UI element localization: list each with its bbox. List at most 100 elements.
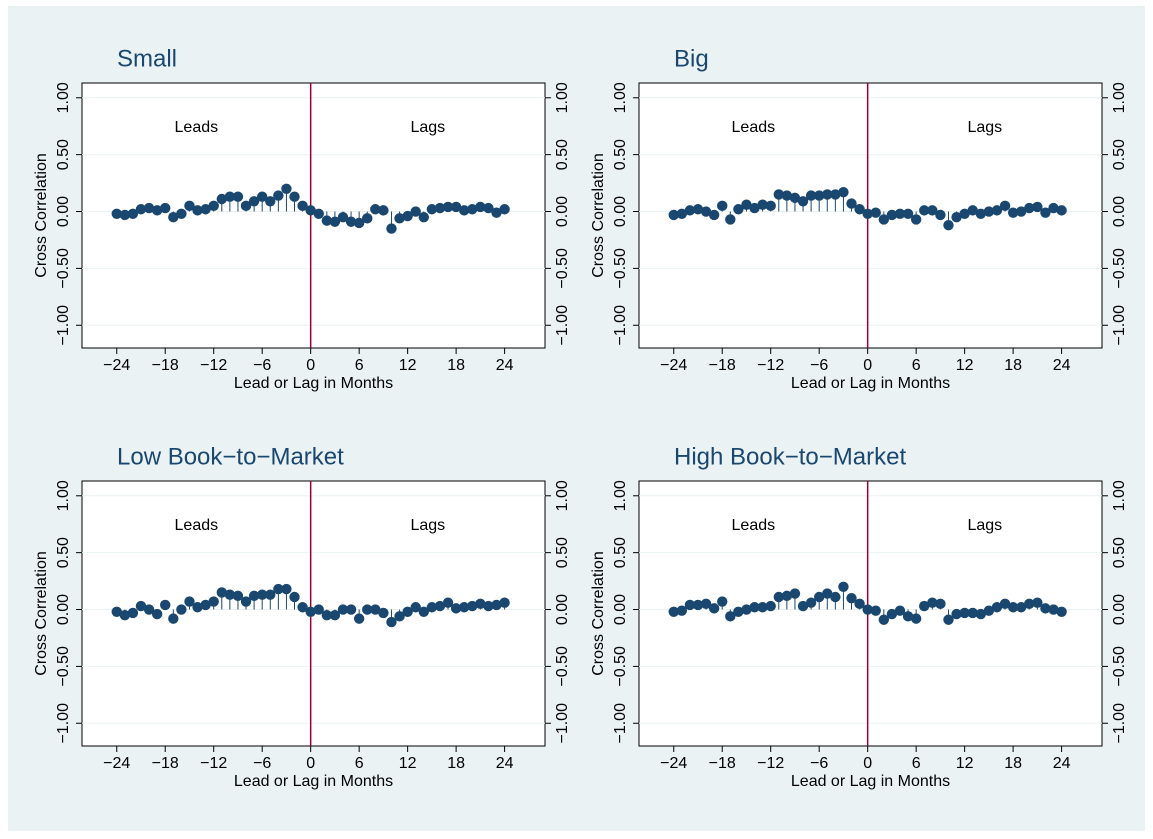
- marker: [1015, 602, 1027, 613]
- x-tick-label: −18: [152, 755, 179, 772]
- marker: [402, 606, 413, 617]
- x-tick-label: 18: [1004, 357, 1022, 374]
- marker: [1048, 604, 1059, 615]
- marker: [313, 208, 324, 219]
- marker: [160, 599, 171, 611]
- marker: [676, 208, 688, 219]
- marker: [894, 605, 906, 616]
- marker: [692, 204, 704, 215]
- marker: [313, 604, 324, 615]
- marker: [813, 591, 825, 603]
- marker: [450, 603, 462, 614]
- marker: [483, 600, 494, 612]
- x-axis-label: Lead or Lag in Months: [234, 375, 393, 392]
- marker: [135, 600, 147, 612]
- marker: [305, 606, 316, 617]
- y-tick-label: −1.00: [55, 305, 72, 346]
- marker: [822, 588, 833, 599]
- marker: [700, 206, 712, 217]
- marker: [749, 602, 760, 613]
- marker: [919, 205, 930, 216]
- x-tick-label: 0: [306, 755, 315, 772]
- marker: [160, 202, 171, 214]
- y2-tick-label: −0.50: [1111, 646, 1128, 687]
- marker: [749, 202, 760, 214]
- y-tick-label: −0.50: [612, 248, 629, 289]
- y2-tick-label: −1.00: [1111, 703, 1128, 744]
- marker: [353, 613, 365, 624]
- marker: [862, 604, 873, 615]
- y2-tick-label: 1.00: [554, 82, 571, 113]
- marker: [410, 602, 421, 613]
- marker: [878, 214, 890, 225]
- marker: [870, 605, 881, 616]
- marker: [450, 201, 462, 213]
- marker: [418, 212, 429, 223]
- y-tick-label: −1.00: [612, 305, 629, 346]
- x-tick-label: 6: [355, 357, 364, 374]
- marker: [176, 604, 187, 615]
- x-tick-label: −18: [152, 357, 179, 374]
- x-tick-label: 0: [863, 357, 872, 374]
- marker: [394, 611, 405, 622]
- y2-tick-label: −0.50: [1111, 248, 1128, 289]
- marker: [386, 223, 397, 234]
- marker: [281, 583, 292, 595]
- x-tick-label: 12: [399, 357, 417, 374]
- marker: [402, 210, 413, 222]
- marker: [935, 209, 946, 221]
- marker: [111, 606, 122, 617]
- marker: [418, 606, 429, 617]
- marker: [248, 196, 260, 207]
- y2-tick-label: 0.50: [1111, 139, 1128, 170]
- annotation: Leads: [175, 119, 219, 136]
- marker: [765, 600, 776, 612]
- marker: [741, 199, 752, 210]
- marker: [830, 591, 841, 603]
- marker: [297, 602, 308, 613]
- marker: [273, 190, 284, 201]
- marker: [499, 597, 510, 608]
- y-axis-label: Cross Correlation: [590, 551, 607, 675]
- marker: [975, 608, 986, 620]
- x-tick-label: 24: [1053, 357, 1071, 374]
- marker: [442, 597, 454, 608]
- marker: [265, 196, 276, 207]
- marker: [135, 204, 147, 215]
- y2-tick-label: 1.00: [1111, 82, 1128, 113]
- marker: [951, 608, 962, 620]
- marker: [668, 209, 679, 221]
- y-tick-label: −1.00: [55, 703, 72, 744]
- marker: [475, 201, 486, 213]
- x-tick-label: −12: [200, 755, 227, 772]
- marker: [353, 217, 365, 229]
- y2-tick-label: −1.00: [1111, 305, 1128, 346]
- marker: [733, 606, 744, 617]
- marker: [321, 215, 333, 226]
- y2-tick-label: −1.00: [554, 305, 571, 346]
- y-tick-label: 1.00: [612, 82, 629, 113]
- marker: [1040, 207, 1051, 218]
- marker: [281, 183, 292, 194]
- marker: [370, 604, 381, 615]
- x-tick-label: 24: [1053, 755, 1071, 772]
- marker: [394, 213, 405, 224]
- marker: [676, 605, 688, 616]
- marker: [216, 587, 227, 598]
- marker: [1056, 205, 1067, 216]
- y-tick-label: 0.00: [55, 196, 72, 227]
- marker: [111, 208, 122, 219]
- marker: [725, 611, 736, 622]
- marker: [1007, 602, 1019, 613]
- marker: [248, 590, 260, 602]
- marker: [805, 190, 817, 201]
- marker: [1015, 206, 1027, 217]
- y2-tick-label: 0.00: [554, 196, 571, 227]
- marker: [708, 603, 720, 614]
- x-tick-label: −6: [253, 357, 271, 374]
- y2-tick-label: 0.00: [1111, 594, 1128, 625]
- marker: [192, 602, 203, 613]
- y-tick-label: −1.00: [612, 703, 629, 744]
- marker: [757, 199, 768, 210]
- marker: [289, 591, 300, 603]
